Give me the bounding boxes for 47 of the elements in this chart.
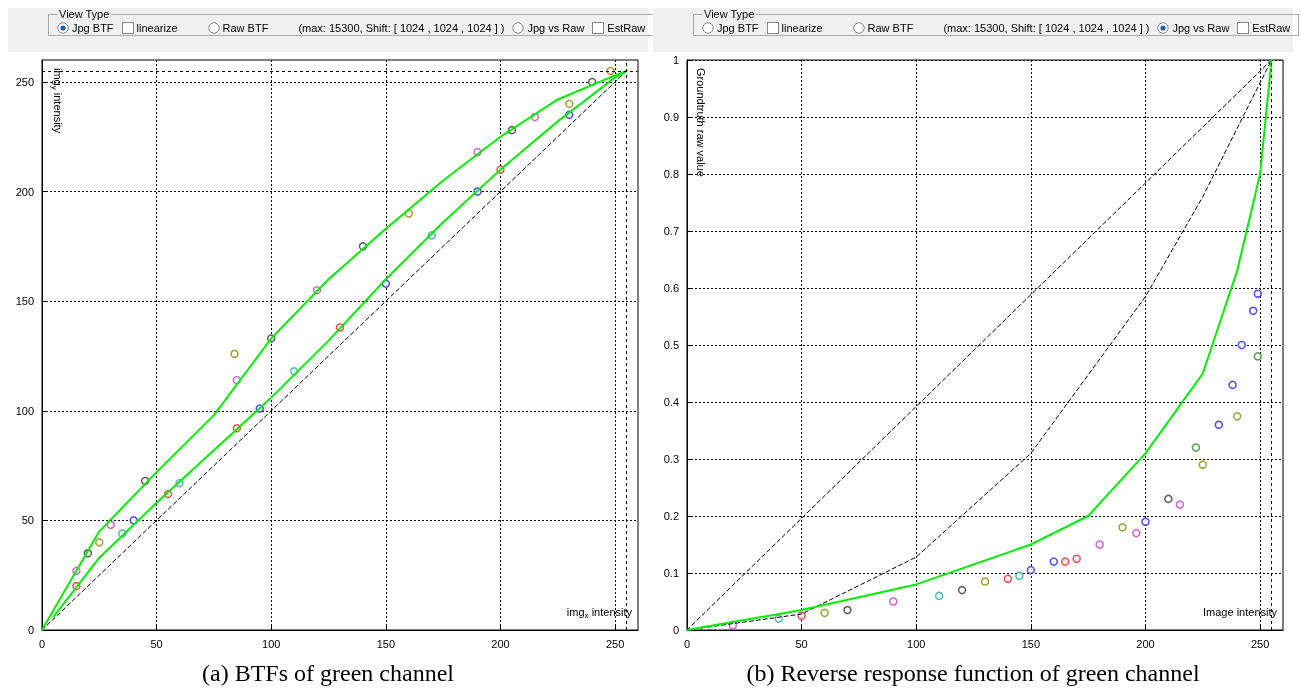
x-tick-label: 100 bbox=[262, 637, 281, 650]
x-tick-label: 200 bbox=[1136, 637, 1155, 650]
x-tick-label: 100 bbox=[907, 637, 926, 650]
text: Raw BTF bbox=[867, 21, 914, 34]
text: Jpg BTF bbox=[717, 21, 759, 34]
y-tick-label: 100 bbox=[15, 404, 34, 417]
text: EstRaw bbox=[607, 21, 646, 34]
text: (a) BTFs of green channel bbox=[202, 660, 455, 686]
y-tick-label: 0 bbox=[672, 624, 679, 636]
text: (max: 15300, Shift: [ 1024 , 1024 , 1024 ] ) bbox=[298, 21, 505, 34]
x-tick-label: 50 bbox=[150, 637, 163, 650]
text: linearize bbox=[136, 21, 178, 34]
x-tick-label: 150 bbox=[1021, 637, 1041, 650]
y-tick-label: 0.4 bbox=[663, 396, 679, 408]
y-tick-label: 0.8 bbox=[663, 168, 679, 180]
text: Jpg vs Raw bbox=[1172, 21, 1230, 34]
x-tick-label: 50 bbox=[795, 637, 808, 650]
text: (max: 15300, Shift: [ 1024 , 1024 , 1024 ] ) bbox=[943, 21, 1150, 34]
x-tick-label: 0 bbox=[683, 637, 691, 650]
x-tick-label: 200 bbox=[491, 637, 510, 650]
text: Raw BTF bbox=[222, 21, 269, 34]
text: EstRaw bbox=[1252, 21, 1291, 34]
y-tick-label: 250 bbox=[15, 75, 34, 88]
text: (b) Reverse response function of green channel bbox=[746, 660, 1200, 686]
y-tick-label: 0.5 bbox=[663, 339, 679, 351]
y-tick-label: 1 bbox=[672, 54, 679, 66]
text: View Type bbox=[703, 8, 756, 20]
y-tick-label: 0.2 bbox=[663, 510, 679, 522]
y-tick-label: 200 bbox=[15, 185, 34, 198]
y-tick-label: 0.9 bbox=[663, 111, 679, 123]
y-tick-label: 0.6 bbox=[663, 282, 679, 294]
x-tick-label: 0 bbox=[38, 637, 46, 650]
y-tick-label: 0.3 bbox=[663, 453, 679, 465]
y-tick-label: 0.1 bbox=[663, 567, 679, 579]
y-tick-label: 150 bbox=[15, 295, 34, 308]
y-tick-label: 50 bbox=[21, 514, 34, 527]
x-tick-label: 250 bbox=[605, 637, 625, 650]
y-tick-label: 0 bbox=[27, 624, 34, 636]
y-axis-title: Groundtruth raw value bbox=[694, 68, 707, 177]
text: Jpg BTF bbox=[72, 21, 114, 34]
x-tick-label: 250 bbox=[1250, 637, 1270, 650]
y-tick-label: 0.7 bbox=[663, 225, 679, 237]
x-tick-label: 150 bbox=[376, 637, 396, 650]
x-axis-title: Image intensity bbox=[1203, 605, 1278, 618]
text: linearize bbox=[781, 21, 823, 34]
text: View Type bbox=[58, 8, 111, 20]
text: Jpg vs Raw bbox=[527, 21, 585, 34]
